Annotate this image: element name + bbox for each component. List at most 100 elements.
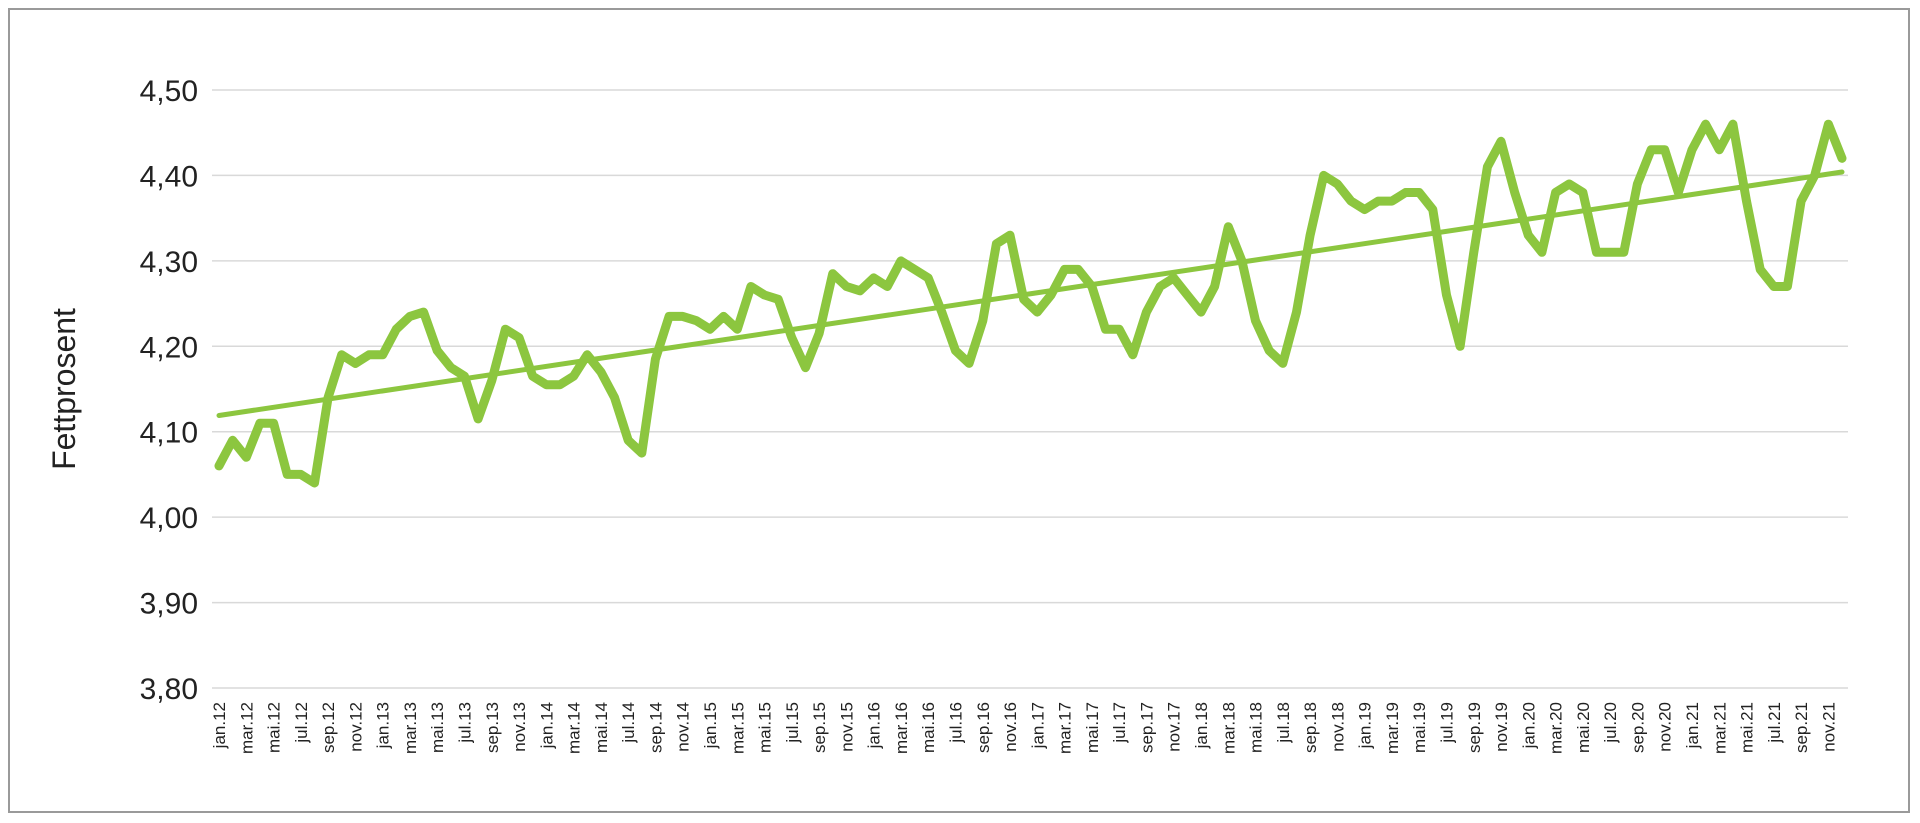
data-point bbox=[1131, 353, 1135, 357]
x-tick-label: mai.12 bbox=[265, 702, 284, 753]
x-tick-label: jul.15 bbox=[783, 702, 802, 744]
data-point bbox=[490, 378, 494, 382]
x-tick-label: sep.13 bbox=[483, 702, 502, 753]
data-point bbox=[1076, 267, 1080, 271]
data-point bbox=[1294, 310, 1298, 314]
data-point bbox=[1390, 199, 1394, 203]
data-point bbox=[558, 383, 562, 387]
data-point bbox=[1485, 165, 1489, 169]
data-point bbox=[503, 327, 507, 331]
x-tick-label: jan.19 bbox=[1356, 702, 1375, 749]
data-point bbox=[1144, 310, 1148, 314]
x-tick-label: mar.17 bbox=[1056, 702, 1075, 754]
data-point bbox=[449, 366, 453, 370]
x-tick-label: jul.16 bbox=[946, 702, 965, 744]
x-tick-label: sep.19 bbox=[1465, 702, 1484, 753]
x-tick-label: jan.12 bbox=[210, 702, 229, 749]
y-tick-label: 4,20 bbox=[140, 331, 198, 364]
x-tick-label: mai.13 bbox=[428, 702, 447, 753]
data-point bbox=[285, 472, 289, 476]
data-point bbox=[776, 297, 780, 301]
data-point bbox=[1526, 233, 1530, 237]
x-tick-label: jul.13 bbox=[455, 702, 474, 744]
data-point bbox=[531, 374, 535, 378]
x-tick-label: nov.14 bbox=[674, 702, 693, 752]
x-tick-label: sep.17 bbox=[1137, 702, 1156, 753]
x-tick-label: nov.15 bbox=[837, 702, 856, 752]
x-tick-label: sep.20 bbox=[1628, 702, 1647, 753]
data-point bbox=[763, 293, 767, 297]
x-tick-label: jul.14 bbox=[619, 702, 638, 744]
data-point bbox=[1840, 156, 1844, 160]
data-point bbox=[1444, 293, 1448, 297]
x-tick-label: jul.12 bbox=[292, 702, 311, 744]
data-point bbox=[790, 336, 794, 340]
data-point bbox=[435, 349, 439, 353]
data-point bbox=[1554, 191, 1558, 195]
data-point bbox=[1185, 293, 1189, 297]
data-point bbox=[1758, 267, 1762, 271]
data-point bbox=[258, 421, 262, 425]
data-point bbox=[1267, 349, 1271, 353]
data-point bbox=[231, 438, 235, 442]
x-tick-label: nov.16 bbox=[1001, 702, 1020, 752]
data-point bbox=[1431, 208, 1435, 212]
data-point bbox=[749, 284, 753, 288]
data-point bbox=[1649, 148, 1653, 152]
x-tick-label: nov.19 bbox=[1492, 702, 1511, 752]
series-line bbox=[214, 119, 1847, 488]
data-point bbox=[1799, 199, 1803, 203]
data-point bbox=[640, 451, 644, 455]
data-point bbox=[1240, 259, 1244, 263]
y-axis-label: Fettprosent bbox=[46, 308, 82, 470]
data-point bbox=[1199, 310, 1203, 314]
x-tick-label: jan.15 bbox=[701, 702, 720, 749]
data-point bbox=[326, 396, 330, 400]
x-tick-label: nov.21 bbox=[1819, 702, 1838, 752]
data-point bbox=[613, 396, 617, 400]
x-tick-label: mai.21 bbox=[1738, 702, 1757, 753]
data-point bbox=[967, 361, 971, 365]
x-tick-label: jul.18 bbox=[1274, 702, 1293, 744]
x-tick-label: jan.20 bbox=[1519, 702, 1538, 749]
data-point bbox=[1813, 173, 1817, 177]
data-point bbox=[626, 438, 630, 442]
x-tick-label: mar.21 bbox=[1710, 702, 1729, 754]
data-point bbox=[817, 331, 821, 335]
x-tick-label: sep.15 bbox=[810, 702, 829, 753]
x-tick-label: jan.17 bbox=[1028, 702, 1047, 749]
data-point bbox=[1513, 191, 1517, 195]
x-tick-label: nov.17 bbox=[1165, 702, 1184, 752]
x-tick-label: mai.15 bbox=[756, 702, 775, 753]
x-tick-label: sep.21 bbox=[1792, 702, 1811, 753]
x-tick-label: jul.20 bbox=[1601, 702, 1620, 744]
data-point bbox=[831, 272, 835, 276]
data-point bbox=[1281, 361, 1285, 365]
data-point bbox=[1663, 148, 1667, 152]
x-tick-label: nov.20 bbox=[1656, 702, 1675, 752]
data-point bbox=[572, 374, 576, 378]
data-point bbox=[1826, 122, 1830, 126]
data-point bbox=[1404, 191, 1408, 195]
x-tick-label: sep.18 bbox=[1301, 702, 1320, 753]
data-point bbox=[1376, 199, 1380, 203]
x-tick-label: mar.14 bbox=[565, 702, 584, 754]
data-point bbox=[1622, 250, 1626, 254]
data-point bbox=[872, 276, 876, 280]
data-point bbox=[1226, 225, 1230, 229]
data-point bbox=[1308, 233, 1312, 237]
y-tick-label: 3,90 bbox=[140, 588, 198, 621]
x-tick-label: jan.21 bbox=[1683, 702, 1702, 749]
data-point bbox=[1499, 139, 1503, 143]
data-point bbox=[981, 319, 985, 323]
data-point bbox=[476, 417, 480, 421]
data-point bbox=[1104, 327, 1108, 331]
x-tick-label: mar.13 bbox=[401, 702, 420, 754]
data-point bbox=[1172, 276, 1176, 280]
data-point bbox=[1363, 208, 1367, 212]
x-tick-label: jul.19 bbox=[1437, 702, 1456, 744]
x-tick-label: nov.18 bbox=[1328, 702, 1347, 752]
data-point bbox=[1785, 284, 1789, 288]
x-tick-label: nov.12 bbox=[346, 702, 365, 752]
data-point bbox=[544, 383, 548, 387]
